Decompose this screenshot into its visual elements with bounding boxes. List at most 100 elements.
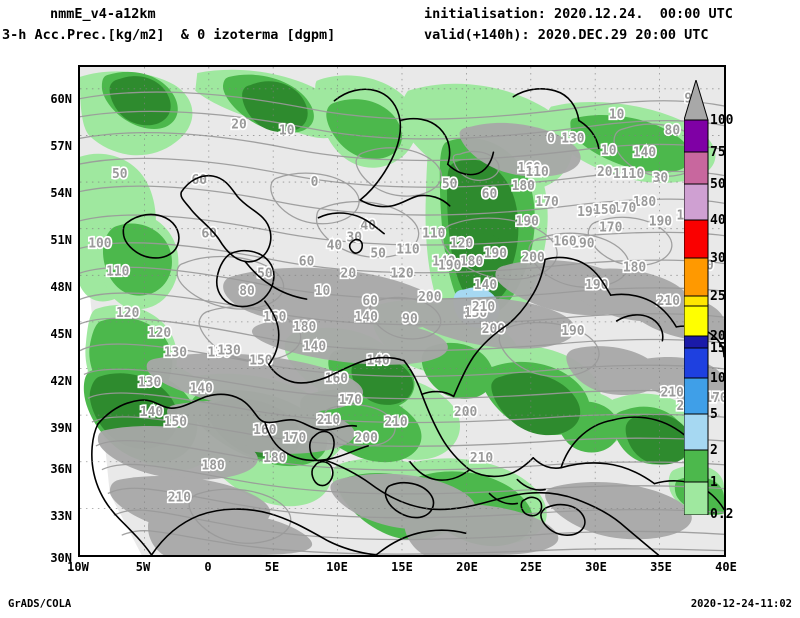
svg-text:60: 60 [482,187,498,202]
svg-text:180: 180 [263,451,286,466]
svg-text:210: 210 [384,415,407,430]
svg-text:210: 210 [317,413,340,428]
y-axis-label-30n: 30N [50,551,72,565]
svg-text:0: 0 [547,131,555,146]
svg-text:110: 110 [106,264,129,279]
svg-text:180: 180 [633,195,656,210]
svg-text:170: 170 [339,393,362,408]
svg-text:110: 110 [526,165,549,180]
svg-text:80: 80 [665,123,681,138]
map-canvas: 50 20 60 10 0 50 60 60 40 30 50 20 10 60… [80,67,724,555]
field-description-title: 3-h Acc.Prec.[kg/m2] & 0 izoterma [dgpm] [2,27,336,43]
colorbar-label-2: 2 [710,443,718,458]
svg-text:150: 150 [164,415,187,430]
svg-text:60: 60 [299,254,315,269]
colorbar-swatches [684,80,709,515]
colorbar-label-75: 75 [710,145,726,160]
svg-text:140: 140 [474,278,497,293]
svg-text:170: 170 [535,195,558,210]
svg-text:10: 10 [279,123,295,138]
svg-text:140: 140 [633,145,656,160]
colorbar-label-50: 50 [710,177,726,192]
svg-text:40: 40 [360,219,376,234]
x-axis-label-5w: 5W [135,560,151,574]
svg-text:110: 110 [621,167,644,182]
svg-text:160: 160 [553,235,576,250]
svg-text:210: 210 [168,490,191,505]
y-axis-label-45n: 45N [50,327,72,341]
colorbar-label-10: 10 [710,371,726,386]
colorbar-label-100: 100 [710,113,734,128]
svg-text:190: 190 [571,237,594,252]
svg-text:120: 120 [450,237,473,252]
svg-text:110: 110 [422,227,445,242]
svg-text:20: 20 [341,266,357,281]
svg-text:140: 140 [190,381,213,396]
svg-text:10: 10 [609,108,625,123]
svg-text:130: 130 [561,131,584,146]
svg-text:190: 190 [438,258,461,273]
x-axis-label-10e: 10E [326,560,348,574]
svg-text:200: 200 [482,322,505,337]
svg-text:150: 150 [613,167,636,182]
svg-text:180: 180 [512,179,535,194]
y-axis-label-33n: 33N [50,509,72,523]
svg-text:130: 130 [164,346,187,361]
svg-text:160: 160 [518,161,541,176]
x-axis-label-10w: 10W [67,560,89,574]
y-axis-label-36n: 36N [50,462,72,476]
svg-text:140: 140 [303,340,326,355]
svg-text:190: 190 [561,324,584,339]
svg-text:110: 110 [396,242,419,257]
map-plot-area[interactable]: 50 20 60 10 0 50 60 60 40 30 50 20 10 60… [78,65,726,557]
svg-text:50: 50 [112,167,128,182]
svg-text:50: 50 [257,266,273,281]
svg-text:120: 120 [116,306,139,321]
valid-time: valid(+140h): 2020.DEC.29 20:00 UTC [424,27,709,43]
svg-text:180: 180 [623,260,646,275]
svg-text:150: 150 [249,354,272,369]
svg-text:200: 200 [522,250,545,265]
svg-text:180: 180 [460,254,483,269]
x-axis-label-20e: 20E [456,560,478,574]
colorbar-label-1: 1 [710,475,718,490]
svg-text:170: 170 [599,221,622,236]
x-axis-label-0: 0 [204,560,212,574]
svg-text:30: 30 [347,231,363,246]
svg-text:10: 10 [601,143,617,158]
svg-text:90: 90 [402,312,418,327]
y-axis-label-57n: 57N [50,139,72,153]
svg-text:180: 180 [293,320,316,335]
svg-text:50: 50 [442,177,458,192]
svg-text:210: 210 [657,294,680,309]
precipitation-colorbar[interactable]: 100 75 50 40 30 25 20 15 10 5 2 1 0.2 [684,80,734,521]
colorbar-label-25: 25 [710,289,726,304]
x-axis-label-5e: 5E [264,560,280,574]
colorbar-label-5: 5 [710,407,718,422]
svg-text:210: 210 [661,385,684,400]
svg-text:190: 190 [649,215,672,230]
svg-text:160: 160 [253,423,276,438]
svg-text:60: 60 [201,227,217,242]
svg-text:130: 130 [207,346,230,361]
y-axis-label-42n: 42N [50,374,72,388]
svg-text:150: 150 [464,306,487,321]
svg-text:40: 40 [327,239,343,254]
svg-text:100: 100 [88,237,111,252]
svg-text:120: 120 [390,266,413,281]
svg-text:170: 170 [613,201,636,216]
svg-text:140: 140 [366,354,389,369]
x-axis-label-35e: 35E [650,560,672,574]
svg-text:190: 190 [484,246,507,261]
svg-text:210: 210 [472,300,495,315]
svg-text:50: 50 [370,246,386,261]
svg-text:140: 140 [432,254,455,269]
footer-timestamp: 2020-12-24-11:02 [690,598,792,610]
colorbar-label-30: 30 [710,251,726,266]
svg-text:180: 180 [202,459,225,474]
y-axis-label-51n: 51N [50,233,72,247]
svg-text:120: 120 [148,326,171,341]
svg-text:200: 200 [355,431,378,446]
svg-text:20: 20 [231,118,247,133]
svg-text:60: 60 [362,294,378,309]
